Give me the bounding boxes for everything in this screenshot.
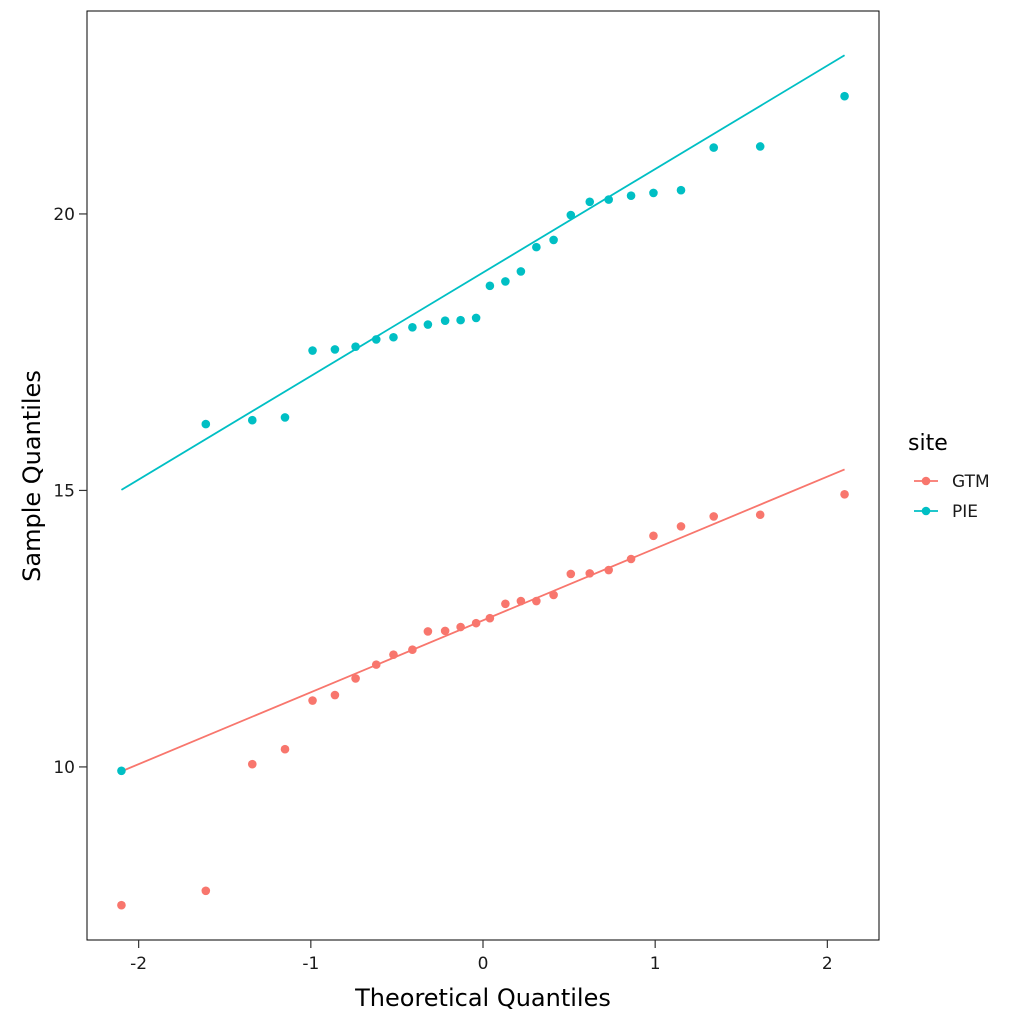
data-point-gtm [201, 886, 211, 896]
data-point-gtm [516, 596, 526, 606]
data-point-pie [423, 320, 433, 329]
data-point-pie [389, 332, 398, 342]
y-axis: 10 15 20 [53, 205, 87, 778]
x-tick-label: 2 [822, 954, 833, 974]
data-point-gtm [456, 622, 465, 632]
data-point-pie [485, 281, 495, 291]
y-tick-label: 10 [53, 758, 75, 778]
data-point-gtm [649, 531, 658, 541]
legend-label-gtm: GTM [952, 472, 990, 492]
x-axis: -2 -1 0 1 2 [130, 940, 833, 974]
data-point-pie [516, 267, 526, 276]
data-point-gtm [308, 696, 317, 705]
data-point-gtm [755, 510, 765, 520]
data-point-pie [755, 142, 765, 151]
data-point-gtm [604, 565, 613, 575]
data-point-gtm [626, 554, 636, 564]
reference-lines [120, 54, 846, 773]
data-point-gtm [501, 599, 510, 609]
data-point-pie [280, 413, 290, 422]
data-point-pie [585, 197, 595, 207]
data-points [117, 91, 849, 910]
qq-line-pie [120, 54, 846, 491]
data-point-gtm [485, 613, 495, 623]
data-point-pie [549, 235, 558, 245]
data-point-pie [408, 323, 417, 332]
data-point-gtm [330, 690, 340, 700]
data-point-gtm [585, 569, 595, 578]
data-point-gtm [280, 744, 290, 754]
data-point-pie [201, 419, 211, 429]
data-point-gtm [566, 569, 576, 579]
data-point-gtm [471, 618, 481, 628]
data-point-gtm [709, 512, 719, 521]
data-point-pie [371, 335, 381, 344]
y-tick-label: 15 [53, 481, 75, 501]
data-point-gtm [676, 522, 686, 531]
data-point-gtm [247, 759, 257, 769]
data-point-pie [117, 766, 126, 776]
data-point-gtm [549, 590, 558, 600]
x-tick-label: 0 [478, 954, 489, 974]
data-point-pie [440, 316, 450, 325]
data-point-gtm [423, 627, 433, 636]
y-tick-label: 20 [53, 205, 75, 225]
data-point-pie [626, 191, 636, 200]
legend-key-point-gtm [921, 476, 931, 486]
data-point-pie [709, 143, 719, 152]
legend-title: site [908, 431, 948, 456]
legend-label-pie: PIE [952, 502, 978, 522]
x-tick-label: 1 [650, 954, 661, 974]
data-point-pie [330, 345, 340, 354]
data-point-pie [308, 346, 317, 355]
qq-line-gtm [121, 468, 845, 773]
legend-key-point-pie [921, 506, 931, 516]
data-point-pie [604, 195, 613, 204]
data-point-pie [501, 277, 510, 286]
data-point-pie [351, 342, 360, 351]
y-axis-title: Sample Quantiles [18, 370, 46, 582]
data-point-pie [649, 188, 658, 198]
data-point-gtm [408, 645, 417, 654]
legend: site GTM PIE [908, 431, 990, 522]
data-point-pie [471, 313, 481, 323]
x-axis-title: Theoretical Quantiles [354, 984, 611, 1012]
data-point-gtm [371, 660, 381, 669]
data-point-pie [247, 415, 257, 425]
x-tick-label: -2 [130, 954, 147, 974]
data-point-pie [456, 315, 465, 325]
data-point-gtm [117, 900, 126, 910]
plot-panel [86, 10, 880, 941]
data-point-gtm [440, 626, 450, 636]
x-tick-label: -1 [302, 954, 319, 974]
data-point-pie [676, 185, 686, 195]
data-point-pie [532, 242, 541, 252]
data-point-gtm [840, 490, 849, 499]
data-point-gtm [351, 674, 360, 683]
data-point-pie [566, 210, 576, 220]
data-point-pie [840, 91, 849, 101]
data-point-gtm [389, 650, 398, 659]
data-point-gtm [532, 596, 541, 606]
